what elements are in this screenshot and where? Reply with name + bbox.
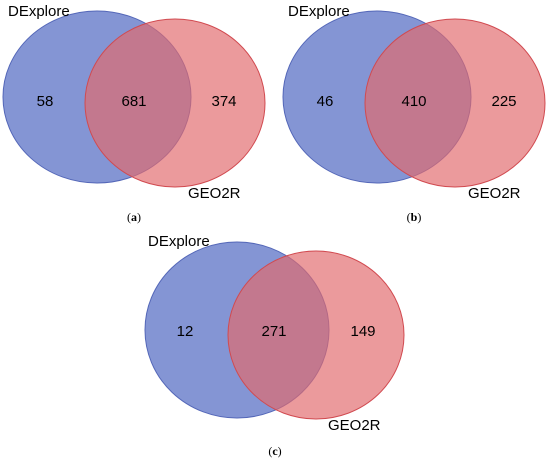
set-a-label: DExplore xyxy=(148,233,210,250)
set-b-label: GEO2R xyxy=(468,185,521,202)
set-b-circle xyxy=(227,250,405,420)
panel-caption: (a) xyxy=(127,210,141,224)
intersection-count: 681 xyxy=(121,93,146,110)
intersection-count: 271 xyxy=(261,323,286,340)
set-b-label: GEO2R xyxy=(188,185,241,202)
venn-panel-c: DExplore GEO2R 12 271 149 (c) xyxy=(144,233,405,458)
set-b-circle xyxy=(364,18,546,188)
only-set-a-count: 46 xyxy=(317,93,334,110)
caption-letter: a xyxy=(131,210,137,224)
caption-close-paren: ) xyxy=(137,210,141,224)
only-set-b-count: 225 xyxy=(491,93,516,110)
caption-open-paren: ( xyxy=(268,444,272,458)
venn-panel-a: DExplore GEO2R 58 681 374 (a) xyxy=(2,3,266,224)
panel-caption: (b) xyxy=(407,210,422,224)
set-a-label: DExplore xyxy=(8,3,70,20)
caption-open-paren: ( xyxy=(127,210,131,224)
set-b-circle xyxy=(84,18,266,188)
caption-letter: c xyxy=(272,444,278,458)
only-set-b-count: 374 xyxy=(211,93,236,110)
caption-close-paren: ) xyxy=(278,444,282,458)
only-set-a-count: 12 xyxy=(177,323,194,340)
venn-panel-b: DExplore GEO2R 46 410 225 (b) xyxy=(282,3,546,224)
caption-open-paren: ( xyxy=(407,210,411,224)
panel-caption: (c) xyxy=(268,444,281,458)
set-a-label: DExplore xyxy=(288,3,350,20)
set-b-label: GEO2R xyxy=(328,417,381,434)
intersection-count: 410 xyxy=(401,93,426,110)
caption-letter: b xyxy=(411,210,418,224)
only-set-a-count: 58 xyxy=(37,93,54,110)
caption-close-paren: ) xyxy=(417,210,421,224)
only-set-b-count: 149 xyxy=(350,323,375,340)
